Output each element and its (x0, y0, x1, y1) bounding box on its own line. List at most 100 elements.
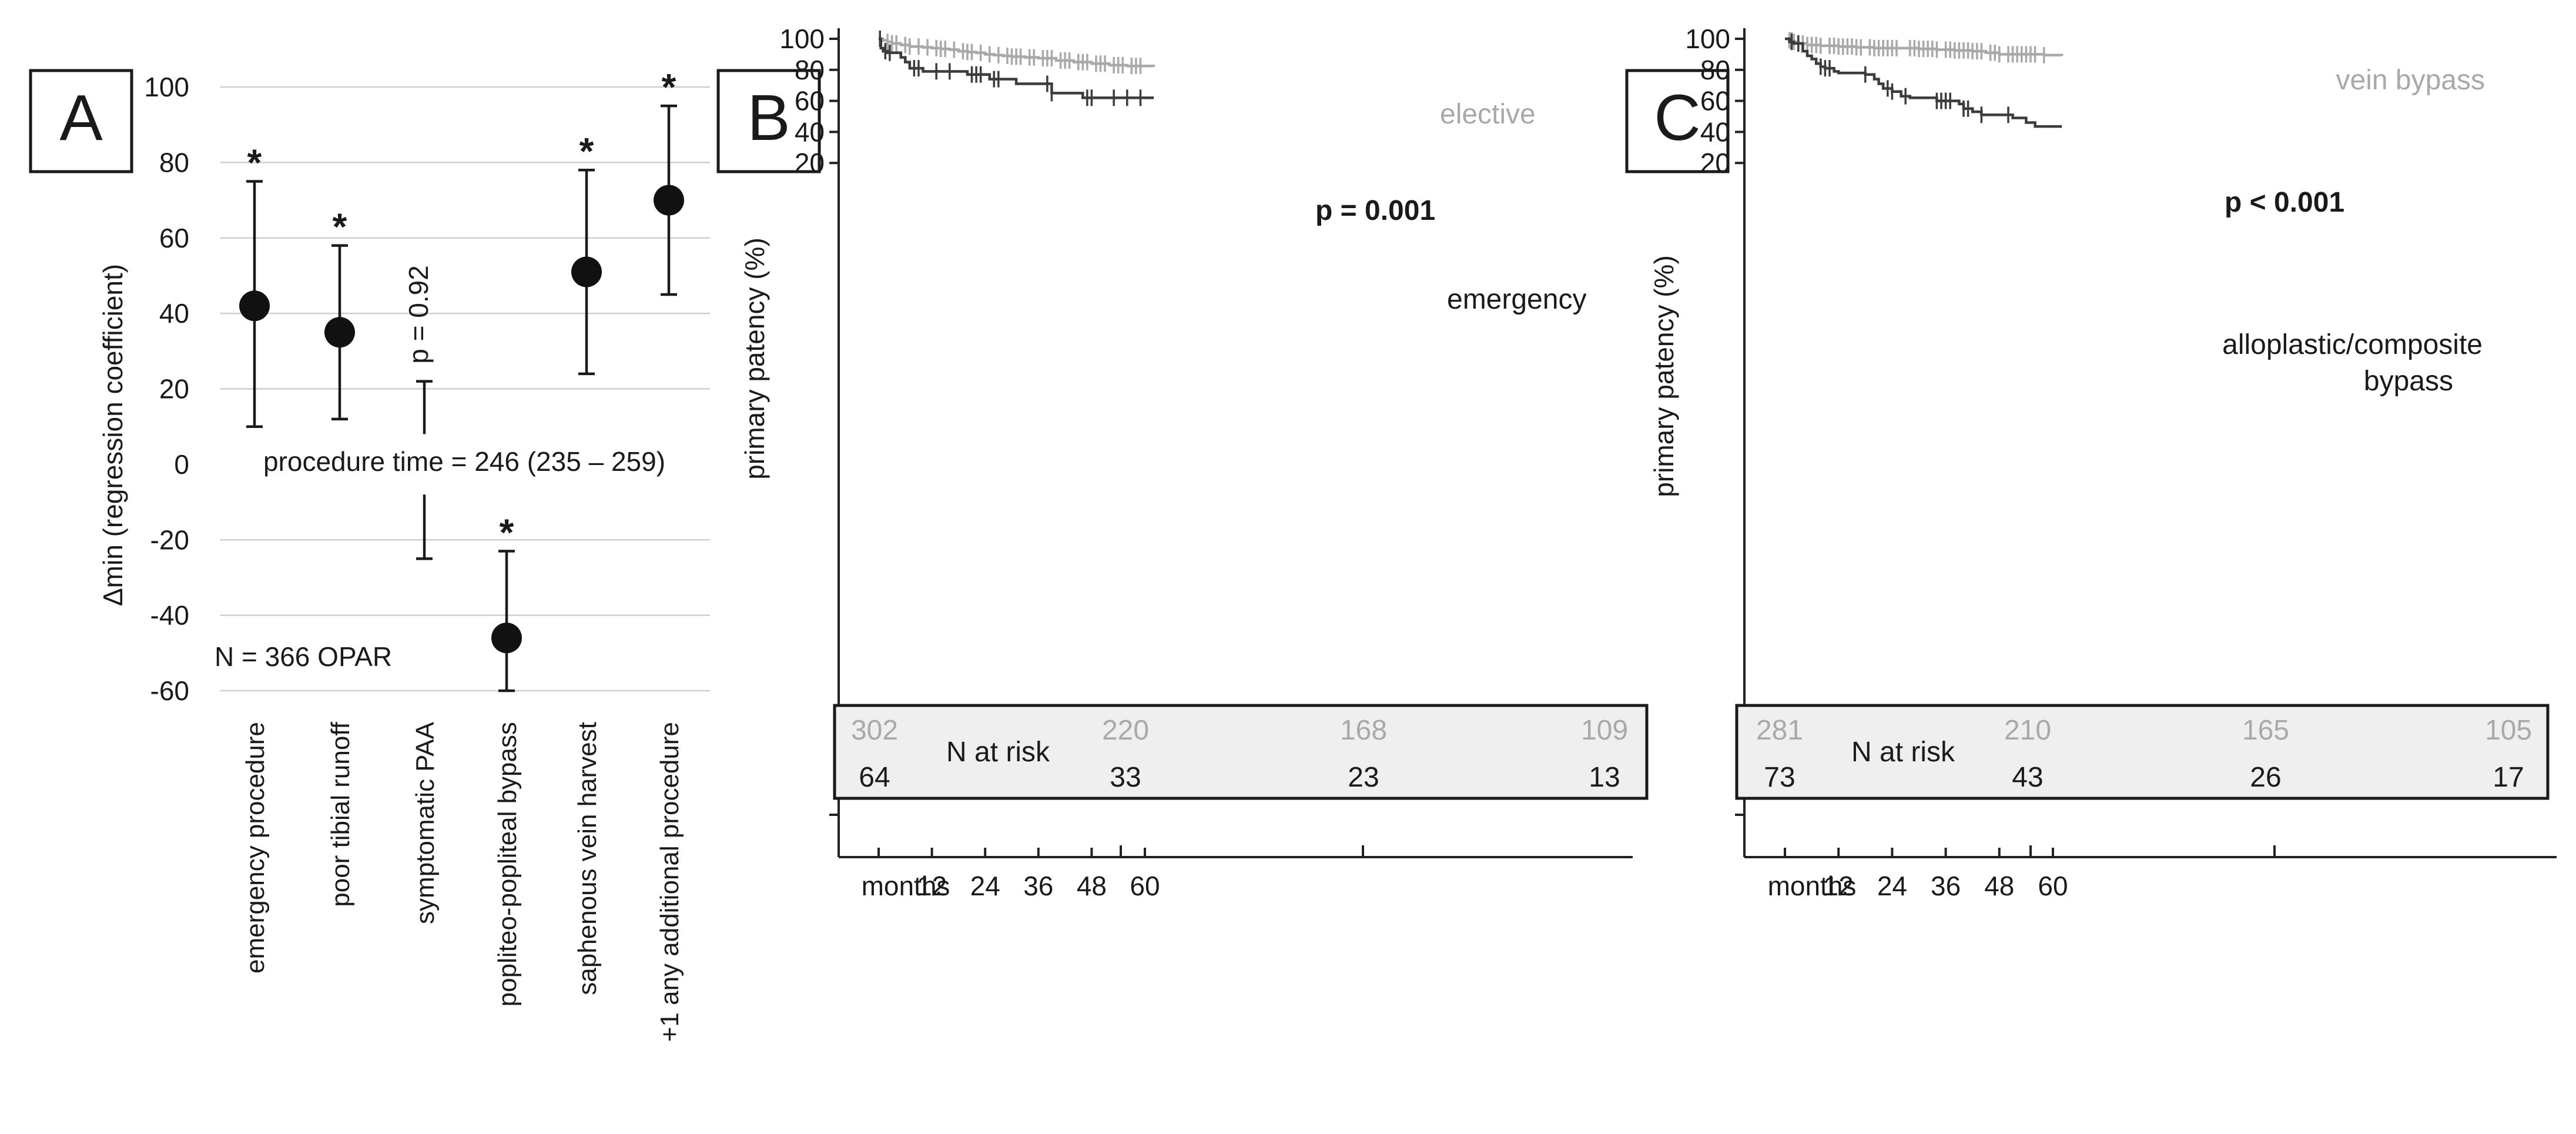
panel-a-marks: * * * * * (239, 66, 684, 693)
panel-a-y-tick-label: -40 (150, 600, 189, 631)
panel-a-letter: A (59, 82, 103, 154)
panel-c-risk-table (1735, 704, 2550, 800)
panel-a-x-tick-label: symptomatic PAA (411, 721, 440, 924)
panel-b-risk-emergency-40: 23 (1348, 762, 1379, 793)
panel-c-y-tick-label: 60 (1700, 86, 1730, 116)
panel-a-pvalue: p = 0.92 (403, 265, 434, 364)
panel-c-alloplastic-label-2: bypass (2364, 366, 2453, 397)
panel-a-x-tick-label: saphenous vein harvest (573, 722, 602, 995)
panel-a-x-tick-label: +1 any additional procedure (655, 722, 684, 1042)
panel-a-n-label: N = 366 OPAR (215, 641, 392, 672)
panel-b: B primary patency (%) 20406080100months1… (716, 24, 1649, 901)
panel-c-pvalue: p < 0.001 (2225, 187, 2344, 218)
panel-c-x-tick-label: 36 (1931, 871, 1961, 901)
panel-a-y-tick-label: 40 (159, 298, 189, 329)
panel-b-km-curve-dark (879, 37, 1154, 99)
panel-b-x-axis-label: months (862, 871, 950, 901)
panel-a-y-tick-label: 60 (159, 223, 189, 253)
panel-a-letter-box (29, 69, 133, 173)
panel-a-y-tick-label: 20 (159, 374, 189, 404)
panel-c-risk-vein-20: 210 (2004, 715, 2051, 746)
panel-b-risk-emergency-20: 33 (1110, 762, 1141, 793)
panel-c-y-tick-label: 80 (1700, 55, 1730, 85)
panel-b-y-tick-label: 100 (779, 24, 825, 54)
panel-c-letter: C (1654, 82, 1700, 154)
panel-c-vein-label: vein bypass (2336, 65, 2485, 96)
panel-a-estimate-point (491, 623, 522, 654)
panel-c-risk-allo-0: 73 (1764, 762, 1795, 793)
panel-c-y-tick-label: 100 (1685, 24, 1730, 54)
panel-b-risk-title: N at risk (946, 737, 1050, 768)
panel-b-y-tick-label: 40 (795, 116, 825, 147)
panel-a-significance-star: * (500, 511, 514, 554)
panel-a-y-tick-label: -20 (150, 524, 189, 555)
panel-a-y-tick-labels: 100 80 60 40 20 0 -20 -40 -60 (144, 72, 189, 706)
panel-c-x-tick-label: 60 (2038, 871, 2068, 901)
panel-a-x-tick-label: poor tibial runoff (326, 721, 355, 907)
panel-c-y-tick-label: 40 (1700, 116, 1730, 147)
panel-b-curves (879, 31, 1155, 106)
panel-b-y-tick-label: 60 (795, 86, 825, 116)
panel-b-risk-elective-0: 302 (851, 715, 898, 746)
panel-b-x-tick-label: 48 (1077, 871, 1107, 901)
panel-c-risk-allo-40: 26 (2250, 762, 2281, 793)
panel-c-curves (1785, 32, 2064, 128)
panel-c-risk-vein-60: 105 (2485, 715, 2532, 746)
panel-b-risk-emergency-0: 64 (859, 762, 890, 793)
panel-a-significance-star: * (662, 66, 676, 108)
panel-c-x-tick-label: 12 (1824, 871, 1854, 901)
panel-b-pvalue: p = 0.001 (1315, 195, 1435, 226)
panel-a-estimate-point (239, 290, 270, 322)
panel-c-km-curve-dark (1785, 37, 2062, 128)
panel-b-x-tick-label: 60 (1130, 871, 1160, 901)
panel-a-y-tick-label: 80 (159, 147, 189, 178)
panel-a-estimate-point (324, 317, 355, 348)
panel-c: C primary patency (%) 20406080100months1… (1625, 24, 2557, 901)
panel-a-y-tick-label: 100 (144, 72, 189, 102)
panel-a: A Δmin (regression coefficient) 100 80 60 4… (29, 66, 710, 1042)
panel-c-risk-title: N at risk (1851, 737, 1955, 768)
panel-a-y-tick-label: -60 (150, 675, 189, 706)
panel-c-x-tick-label: 24 (1877, 871, 1907, 901)
panel-b-x-tick-label: 24 (970, 871, 1000, 901)
panel-c-risk-vein-0: 281 (1756, 715, 1803, 746)
panel-b-y-tick-label: 80 (795, 55, 825, 85)
panel-a-y-axis-label: Δmin (regression coefficient) (98, 264, 128, 606)
panel-b-y-tick-label: 20 (795, 148, 825, 178)
panel-b-y-axis-label: primary patency (%) (739, 237, 770, 480)
panel-b-letter-box (716, 69, 821, 173)
panel-b-risk-emergency-60: 13 (1589, 762, 1620, 793)
panel-c-y-axis-label: primary patency (%) (1649, 255, 1679, 497)
panel-a-x-tick-label: popliteo-popliteal bypass (493, 722, 522, 1006)
panel-b-x-tick-label: 12 (917, 871, 947, 901)
panel-b-risk-elective-60: 109 (1581, 715, 1628, 746)
panel-c-y-tick-label: 20 (1700, 148, 1730, 178)
panel-a-x-tick-labels: emergency procedure poor tibial runoff sym… (241, 721, 684, 1042)
panel-a-significance-star: * (333, 206, 347, 248)
panel-a-x-tick-label: emergency procedure (241, 722, 270, 974)
panel-a-estimate-point (571, 256, 602, 287)
panel-b-emergency-label: emergency (1447, 284, 1586, 315)
panel-a-baseline-bg (223, 442, 705, 482)
panel-b-elective-label: elective (1440, 99, 1536, 130)
panel-a-significance-star: * (579, 130, 594, 172)
panel-b-risk-elective-20: 220 (1102, 715, 1149, 746)
panel-c-risk-vein-40: 165 (2242, 715, 2289, 746)
panel-c-risk-allo-60: 17 (2493, 762, 2524, 793)
panel-b-x-tick-label: 36 (1023, 871, 1053, 901)
panel-a-y-tick-label: 0 (174, 449, 189, 480)
panel-a-baseline-label: procedure time = 246 (235 – 259) (263, 446, 665, 477)
panel-c-risk-allo-20: 43 (2012, 762, 2043, 793)
panel-a-significance-star: * (247, 141, 262, 183)
panel-b-letter: B (747, 82, 790, 154)
panel-c-x-axis-label: months (1768, 871, 1857, 901)
panel-c-alloplastic-label-1: alloplastic/composite (2222, 329, 2483, 360)
panel-b-risk-elective-40: 168 (1340, 715, 1387, 746)
panel-a-gridlines (220, 86, 710, 692)
panel-a-estimate-point (654, 185, 684, 216)
panel-b-risk-table (833, 704, 1649, 800)
panel-c-letter-box (1625, 69, 1730, 173)
